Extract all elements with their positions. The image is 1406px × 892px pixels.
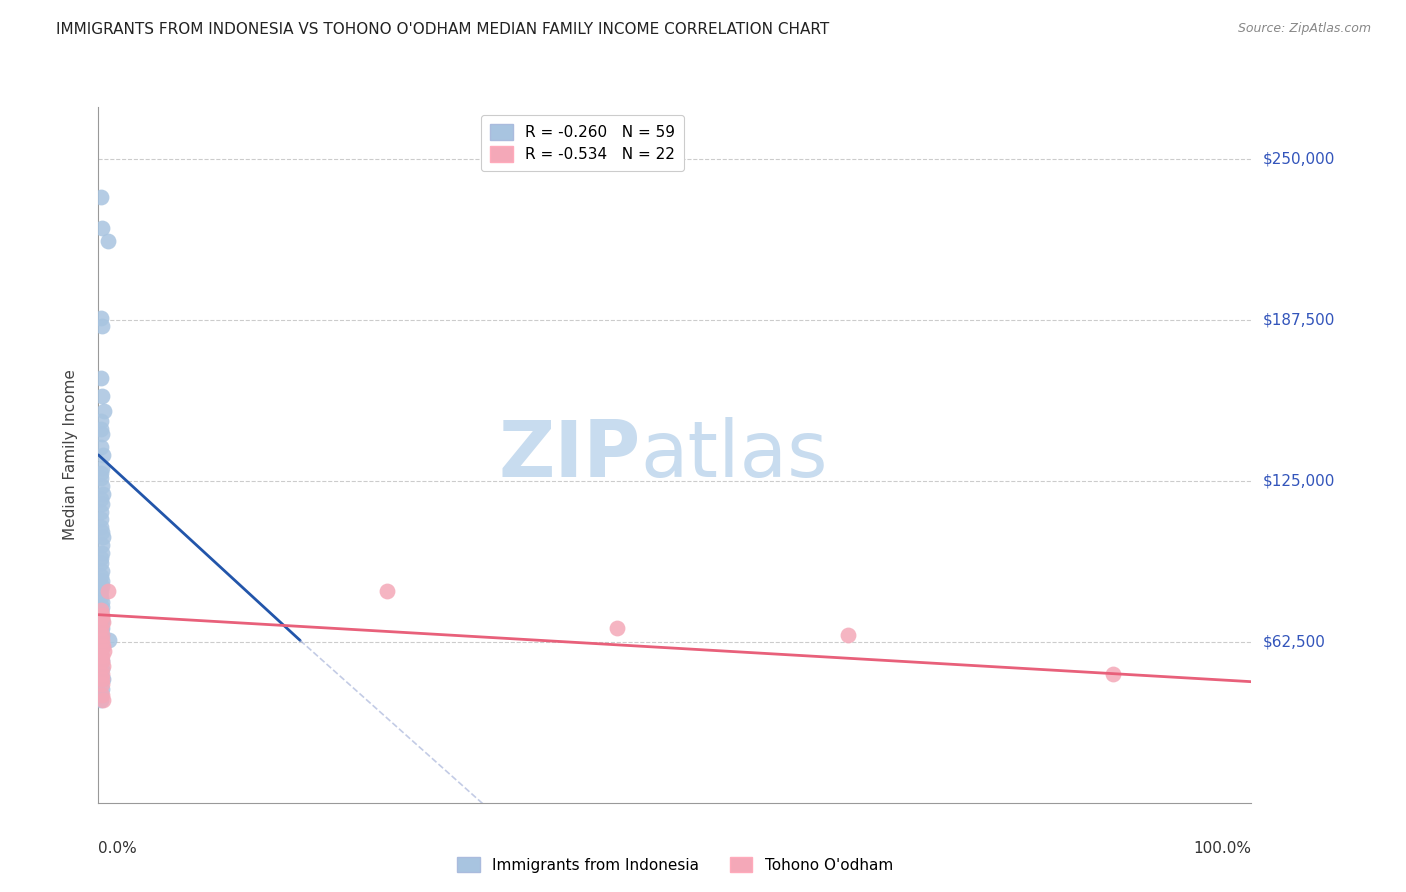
Point: [90, 538, 112, 552]
Point: [90, 688, 112, 702]
Point: [90, 574, 112, 589]
Point: [90, 422, 112, 436]
Point: [90, 615, 112, 630]
Point: [90, 623, 112, 637]
Point: [90, 311, 112, 326]
Point: [90, 520, 112, 534]
Point: [90, 440, 112, 454]
Point: [90, 605, 112, 619]
Point: [91, 486, 114, 500]
Text: Source: ZipAtlas.com: Source: ZipAtlas.com: [1237, 22, 1371, 36]
Point: [90, 636, 112, 650]
Point: [90, 607, 112, 622]
Point: [90, 564, 112, 578]
Text: $62,500: $62,500: [1263, 634, 1326, 649]
Point: [91, 448, 114, 462]
Point: [90, 667, 112, 681]
Point: [97, 633, 120, 648]
Point: [90, 190, 112, 204]
Point: [375, 584, 398, 599]
Point: [90, 610, 112, 624]
Text: $250,000: $250,000: [1263, 151, 1334, 166]
Point: [90, 551, 112, 566]
Point: [90, 497, 112, 511]
Point: [90, 389, 112, 403]
Text: atlas: atlas: [640, 417, 828, 493]
Point: [93, 404, 115, 418]
Point: [90, 633, 112, 648]
Point: [90, 602, 112, 616]
Point: [90, 621, 112, 635]
Point: [90, 648, 112, 663]
Point: [90, 370, 112, 384]
Point: [90, 692, 112, 706]
Point: [606, 621, 628, 635]
Legend: Immigrants from Indonesia, Tohono O'odham: Immigrants from Indonesia, Tohono O'odha…: [451, 850, 898, 879]
Text: 0.0%: 0.0%: [98, 841, 138, 856]
Point: [90, 221, 112, 235]
Point: [90, 460, 112, 475]
Point: [90, 491, 112, 506]
Point: [90, 319, 112, 334]
Point: [90, 579, 112, 593]
Point: [97, 234, 120, 248]
Point: [837, 628, 859, 642]
Point: [90, 466, 112, 480]
Point: [90, 595, 112, 609]
Text: ZIP: ZIP: [498, 417, 640, 493]
Point: [90, 610, 112, 624]
Point: [90, 672, 112, 686]
Point: [91, 615, 114, 630]
Point: [90, 584, 112, 599]
Point: [90, 682, 112, 697]
Point: [90, 628, 112, 642]
Point: [91, 639, 114, 653]
Point: [90, 525, 112, 540]
Point: [91, 659, 114, 673]
Point: [1102, 667, 1125, 681]
Point: [90, 590, 112, 604]
Point: [91, 672, 114, 686]
Point: [90, 602, 112, 616]
Point: [91, 692, 114, 706]
Y-axis label: Median Family Income: Median Family Income: [63, 369, 77, 541]
Point: [90, 512, 112, 526]
Point: [90, 569, 112, 583]
Text: $187,500: $187,500: [1263, 312, 1334, 327]
Point: [90, 471, 112, 485]
Point: [90, 677, 112, 691]
Point: [91, 530, 114, 544]
Text: 100.0%: 100.0%: [1194, 841, 1251, 856]
Point: [90, 427, 112, 442]
Text: $125,000: $125,000: [1263, 473, 1334, 488]
Point: [90, 607, 112, 622]
Point: [90, 556, 112, 570]
Point: [90, 648, 112, 663]
Point: [90, 505, 112, 519]
Point: [90, 414, 112, 428]
Point: [90, 654, 112, 668]
Point: [90, 613, 112, 627]
Point: [90, 641, 112, 656]
Point: [90, 546, 112, 560]
Text: IMMIGRANTS FROM INDONESIA VS TOHONO O'ODHAM MEDIAN FAMILY INCOME CORRELATION CHA: IMMIGRANTS FROM INDONESIA VS TOHONO O'OD…: [56, 22, 830, 37]
Point: [90, 621, 112, 635]
Point: [90, 615, 112, 630]
Point: [90, 688, 112, 702]
Point: [90, 479, 112, 493]
Point: [90, 599, 112, 614]
Point: [90, 628, 112, 642]
Point: [97, 584, 120, 599]
Point: [90, 654, 112, 668]
Point: [90, 618, 112, 632]
Point: [93, 644, 115, 658]
Point: [90, 662, 112, 676]
Point: [90, 621, 112, 635]
